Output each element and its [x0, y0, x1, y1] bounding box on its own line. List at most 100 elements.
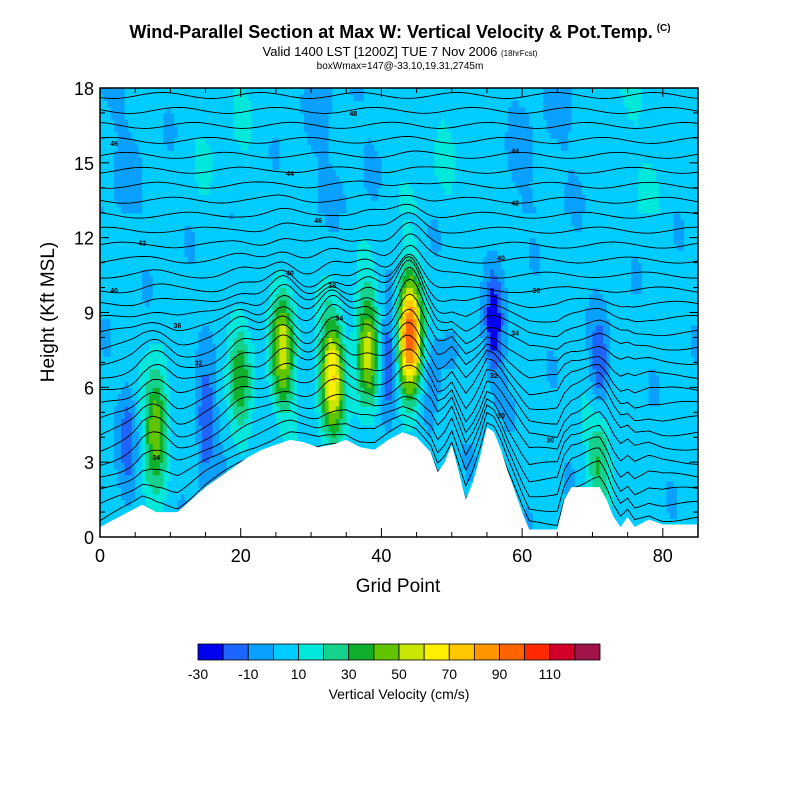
w-cell [152, 362, 157, 370]
w-cell [131, 468, 136, 476]
w-cell [254, 293, 259, 301]
w-cell [135, 94, 140, 102]
w-cell [138, 368, 143, 376]
w-cell [145, 268, 150, 276]
w-cell [212, 137, 217, 145]
w-cell [156, 218, 161, 226]
w-cell [131, 169, 136, 176]
w-cell [202, 268, 207, 276]
w-cell [304, 256, 309, 264]
w-cell [145, 243, 150, 251]
w-cell [163, 499, 168, 507]
w-cell [152, 349, 157, 357]
w-cell [180, 480, 186, 488]
w-cell [209, 237, 214, 245]
w-cell [198, 212, 203, 220]
w-cell [124, 150, 129, 158]
w-cell [209, 119, 214, 127]
w-cell [110, 468, 115, 476]
w-cell [335, 300, 340, 307]
w-cell [226, 206, 231, 214]
w-cell [282, 331, 288, 339]
w-cell [209, 100, 214, 108]
w-cell [107, 349, 112, 357]
w-cell [121, 194, 126, 201]
w-cell [114, 300, 119, 307]
w-cell [191, 362, 196, 370]
w-cell [332, 162, 337, 170]
w-cell [149, 337, 154, 345]
w-cell [198, 88, 203, 95]
w-cell [244, 368, 249, 376]
w-cell [166, 206, 171, 214]
w-cell [265, 349, 270, 357]
w-cell [107, 399, 112, 407]
w-cell [307, 268, 312, 276]
w-cell [272, 200, 277, 208]
w-cell [191, 406, 196, 413]
w-cell [121, 449, 126, 457]
w-cell [191, 393, 196, 401]
w-cell [289, 256, 295, 264]
w-cell [219, 293, 224, 301]
w-cell [230, 406, 235, 413]
w-cell [103, 399, 108, 407]
w-cell [209, 424, 214, 432]
w-cell [198, 437, 203, 445]
w-cell [233, 356, 238, 363]
w-cell [300, 169, 305, 176]
w-cell [325, 231, 330, 239]
w-cell [184, 318, 189, 326]
w-cell [212, 243, 217, 251]
w-cell [194, 125, 200, 133]
w-cell [268, 424, 273, 432]
w-cell [258, 156, 263, 164]
w-cell [321, 100, 326, 108]
w-cell [159, 487, 164, 494]
w-cell [131, 418, 136, 426]
w-cell [332, 169, 337, 176]
w-cell [173, 94, 178, 102]
w-cell [177, 437, 182, 445]
w-cell [332, 194, 337, 201]
w-cell [258, 287, 263, 295]
w-cell [318, 231, 323, 239]
w-cell [304, 368, 309, 376]
w-cell [265, 443, 270, 451]
w-cell [247, 424, 252, 432]
w-cell [325, 144, 330, 151]
w-cell [293, 275, 298, 282]
w-cell [226, 306, 231, 314]
w-cell [173, 487, 178, 494]
w-cell [307, 399, 312, 407]
w-cell [180, 231, 186, 239]
w-cell [209, 287, 214, 295]
w-cell [205, 349, 210, 357]
w-cell [142, 169, 147, 176]
w-cell [212, 225, 217, 233]
w-cell [282, 262, 288, 270]
w-cell [135, 324, 140, 332]
w-cell [184, 100, 189, 108]
w-cell [145, 156, 150, 164]
w-cell [216, 381, 221, 388]
w-cell [332, 281, 337, 289]
w-cell [237, 381, 242, 388]
w-cell [282, 368, 288, 376]
w-cell [339, 218, 344, 226]
w-cell [205, 406, 210, 413]
w-cell [258, 125, 263, 133]
w-cell [335, 424, 340, 432]
w-cell [198, 374, 203, 382]
w-cell [177, 493, 182, 501]
w-cell [145, 455, 150, 463]
w-cell [251, 131, 256, 139]
w-cell [230, 374, 235, 382]
w-cell [159, 449, 164, 457]
w-cell [156, 437, 161, 445]
w-cell [205, 306, 210, 314]
w-cell [159, 424, 164, 432]
w-cell [149, 343, 154, 351]
w-cell [289, 293, 295, 301]
w-cell [237, 331, 242, 339]
